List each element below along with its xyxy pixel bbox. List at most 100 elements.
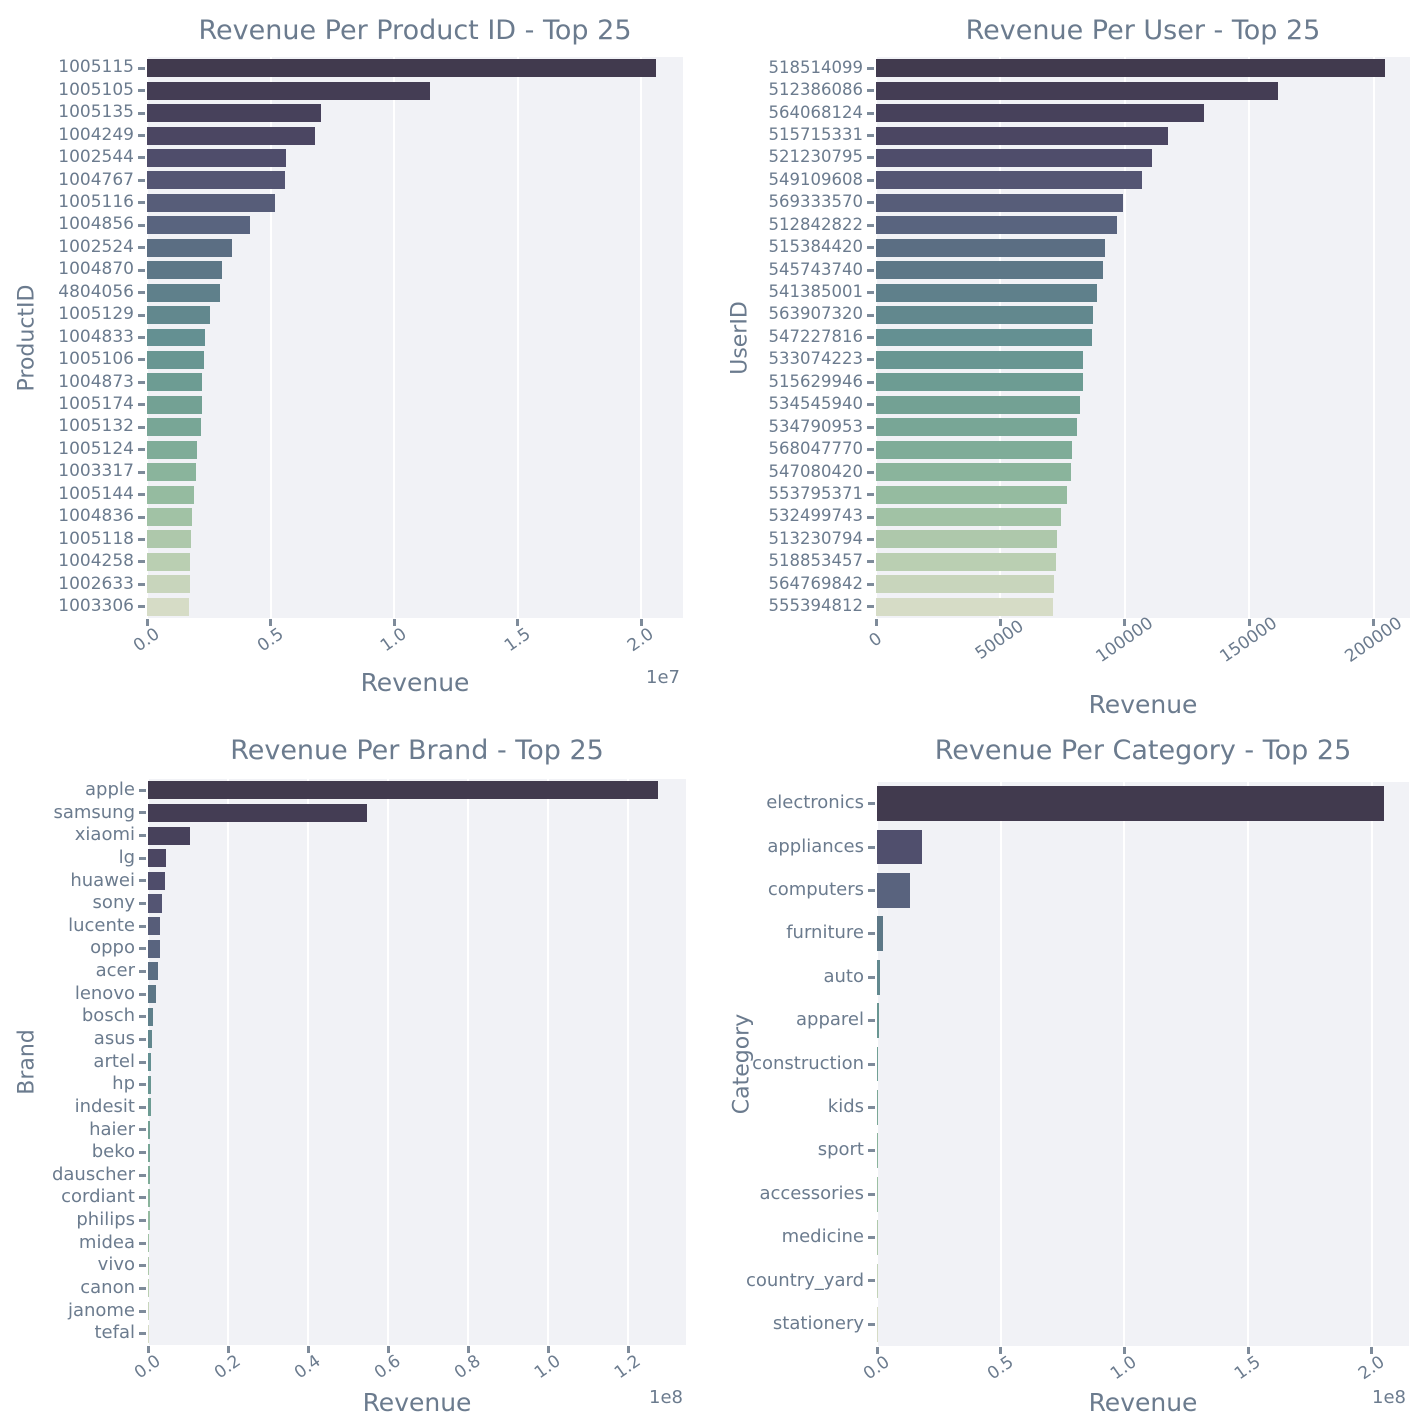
y-tick-label: sport [817, 1139, 864, 1161]
y-tick-mark [138, 380, 145, 384]
y-tick-mark [138, 223, 145, 227]
y-tick-label: dauscher [51, 1163, 135, 1185]
y-tick-label: midea [78, 1231, 135, 1253]
gridline [547, 779, 549, 1345]
y-tick-label: canon [80, 1277, 135, 1299]
y-tick-label: 1002544 [58, 147, 134, 168]
bar-533074223 [876, 350, 1084, 369]
bar-electronics [877, 786, 1385, 822]
bar-1004870 [147, 261, 222, 280]
bar-547080420 [876, 463, 1072, 482]
y-tick-label: 563907320 [768, 304, 863, 324]
x-tick-label: 1.0 [530, 1351, 565, 1384]
gridline [1248, 57, 1251, 618]
x-tick-label: 0.5 [983, 1352, 1018, 1385]
y-tick-label: 1004258 [58, 551, 134, 572]
y-tick-mark [139, 1309, 146, 1313]
y-tick-mark [868, 932, 875, 936]
y-tick-label: asus [93, 1028, 135, 1049]
gridline [269, 57, 272, 618]
y-tick-label: 512842822 [768, 214, 863, 234]
y-tick-label: construction [752, 1052, 864, 1074]
y-tick-label: 518853457 [768, 551, 863, 571]
bar-1005115 [147, 59, 656, 78]
y-tick-mark [868, 975, 875, 979]
y-tick-label: 513230794 [768, 528, 863, 548]
y-tick-label: 512386086 [768, 80, 863, 100]
y-tick-mark [867, 560, 874, 564]
y-tick-label: apparel [796, 1009, 864, 1031]
y-tick-mark [867, 89, 874, 93]
y-tick-mark [139, 1083, 146, 1087]
y-tick-mark [139, 969, 146, 973]
x-tick-label: 2.0 [623, 624, 658, 657]
y-tick-mark [138, 493, 145, 497]
axis-offset-text: 1e7 [646, 667, 680, 688]
y-tick-mark [139, 1264, 146, 1268]
y-tick-mark [867, 111, 874, 115]
y-tick-label: 568047770 [768, 439, 863, 459]
x-tick-mark [546, 1346, 550, 1353]
x-tick-label: 1.5 [500, 624, 535, 657]
bar-lucente [148, 917, 160, 936]
x-tick-mark [516, 619, 519, 626]
y-tick-label: 532499743 [768, 506, 863, 526]
y-tick-label: 521230795 [768, 147, 863, 167]
x-tick-mark [145, 619, 149, 626]
bar-1005124 [147, 440, 198, 459]
gridline [1123, 782, 1126, 1346]
y-tick-mark [138, 291, 145, 295]
gridline [1372, 57, 1375, 618]
y-tick-mark [868, 1322, 875, 1326]
y-tick-mark [139, 1241, 146, 1245]
y-tick-label: 1005118 [58, 528, 134, 549]
y-tick-label: vivo [97, 1254, 135, 1276]
chart-title: Revenue Per Category - Top 25 [934, 735, 1352, 766]
y-tick-label: xiaomi [74, 824, 135, 846]
bar-xiaomi [148, 826, 191, 845]
gridline [516, 57, 519, 618]
bar-1005174 [147, 395, 203, 414]
y-tick-mark [139, 947, 146, 951]
y-tick-mark [138, 156, 145, 160]
bar-549109608 [876, 171, 1142, 190]
bar-1005116 [147, 193, 275, 212]
x-tick-mark [392, 619, 396, 626]
bar-canon [148, 1279, 149, 1298]
x-tick-mark [639, 619, 643, 626]
y-tick-mark [139, 992, 146, 996]
gridline [227, 779, 229, 1345]
plot-area [147, 779, 686, 1345]
y-tick-mark [138, 268, 145, 272]
bar-cordiant [148, 1188, 150, 1207]
x-tick-label: 0.0 [129, 624, 164, 657]
gridline [467, 779, 469, 1345]
bar-1003306 [147, 597, 190, 616]
y-tick-mark [867, 156, 874, 160]
y-tick-label: 1004836 [58, 506, 134, 527]
bar-1004258 [147, 552, 191, 571]
y-tick-label: haier [89, 1118, 135, 1140]
x-tick-mark [226, 1346, 230, 1353]
bar-computers [877, 873, 911, 908]
x-axis-label: Revenue [1088, 690, 1198, 719]
y-tick-label: 534545940 [768, 394, 863, 414]
bar-541385001 [876, 283, 1097, 302]
y-tick-mark [867, 515, 874, 519]
gridline [627, 779, 629, 1345]
bar-532499743 [876, 508, 1062, 526]
y-tick-label: philips [76, 1209, 135, 1231]
y-tick-mark [139, 1128, 146, 1132]
bar-hp [148, 1075, 151, 1094]
x-axis-label: Revenue [360, 668, 470, 697]
x-tick-mark [874, 619, 878, 626]
bar-564068124 [876, 104, 1204, 123]
y-tick-mark [867, 66, 874, 70]
bar-indesit [148, 1098, 151, 1117]
y-axis-label: Brand [14, 1029, 40, 1095]
y-tick-label: 1005144 [58, 483, 134, 504]
y-tick-label: 1004870 [58, 259, 134, 280]
y-tick-mark [138, 201, 145, 205]
y-tick-mark [867, 403, 874, 407]
y-tick-mark [867, 605, 874, 609]
